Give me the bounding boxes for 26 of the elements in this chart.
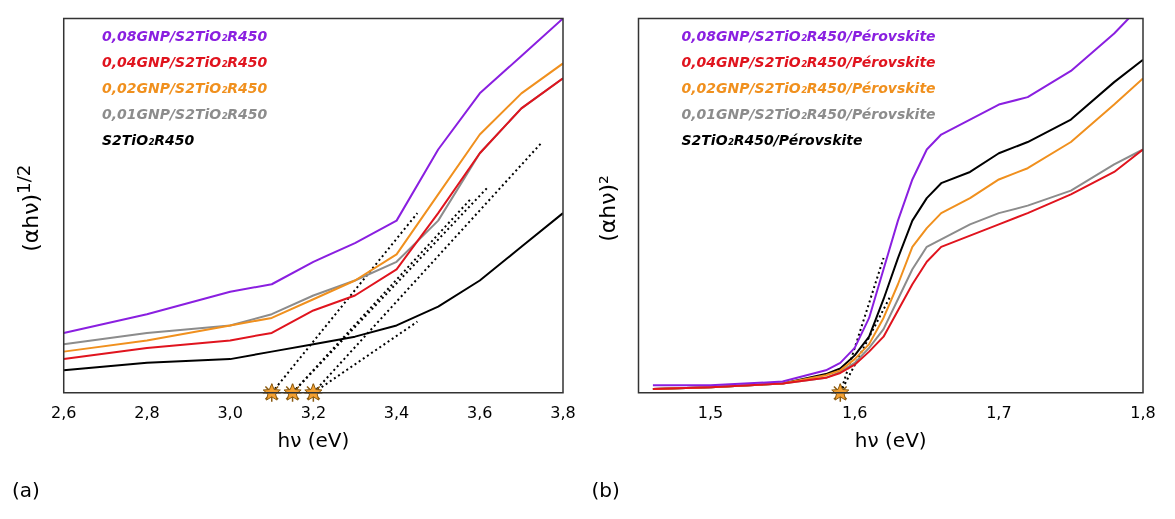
x-tick-label: 1,7 xyxy=(985,402,1012,422)
x-tick-label: 3,4 xyxy=(383,402,410,422)
x-tick-label: 1,8 xyxy=(1129,402,1156,422)
text: 0,08GNP/S2TiO₂R450 xyxy=(101,27,269,46)
text: 0,02GNP/S2TiO₂R450/Pérovskite xyxy=(680,79,937,98)
text: S2TiO₂R450/Pérovskite xyxy=(680,131,864,150)
text: 0,01GNP/S2TiO₂R450/Pérovskite xyxy=(680,105,937,124)
x-tick-label: 1,6 xyxy=(841,402,867,422)
x-axis-title: hν (eV) xyxy=(277,428,350,453)
x-tick-label: 3,8 xyxy=(550,402,576,422)
text: 0,01GNP/S2TiO₂R450 xyxy=(101,105,269,124)
text: 0,04GNP/S2TiO₂R450 xyxy=(101,53,269,72)
text: (b) xyxy=(591,478,620,502)
x-tick-label: 1,5 xyxy=(697,402,723,422)
x-tick-label: 3,6 xyxy=(467,402,493,422)
text: 0,04GNP/S2TiO₂R450/Pérovskite xyxy=(680,53,937,72)
text: (a) xyxy=(12,478,40,502)
x-axis-title: hν (eV) xyxy=(854,428,927,453)
y-axis-title: (αhν)² xyxy=(595,174,621,242)
text: S2TiO₂R450 xyxy=(101,131,196,150)
text: 0,08GNP/S2TiO₂R450/Pérovskite xyxy=(680,27,937,46)
text: 0,02GNP/S2TiO₂R450 xyxy=(101,79,269,98)
x-tick-label: 2,6 xyxy=(51,402,77,422)
x-tick-label: 2,8 xyxy=(134,402,160,422)
x-tick-label: 3,0 xyxy=(217,402,243,422)
x-tick-label: 3,2 xyxy=(300,402,327,422)
